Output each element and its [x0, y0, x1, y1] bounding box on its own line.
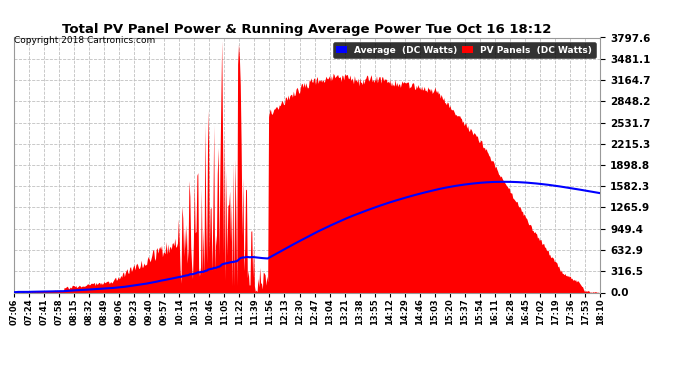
Legend: Average  (DC Watts), PV Panels  (DC Watts): Average (DC Watts), PV Panels (DC Watts) — [333, 42, 595, 58]
Text: Copyright 2018 Cartronics.com: Copyright 2018 Cartronics.com — [14, 36, 155, 45]
Title: Total PV Panel Power & Running Average Power Tue Oct 16 18:12: Total PV Panel Power & Running Average P… — [62, 23, 552, 36]
